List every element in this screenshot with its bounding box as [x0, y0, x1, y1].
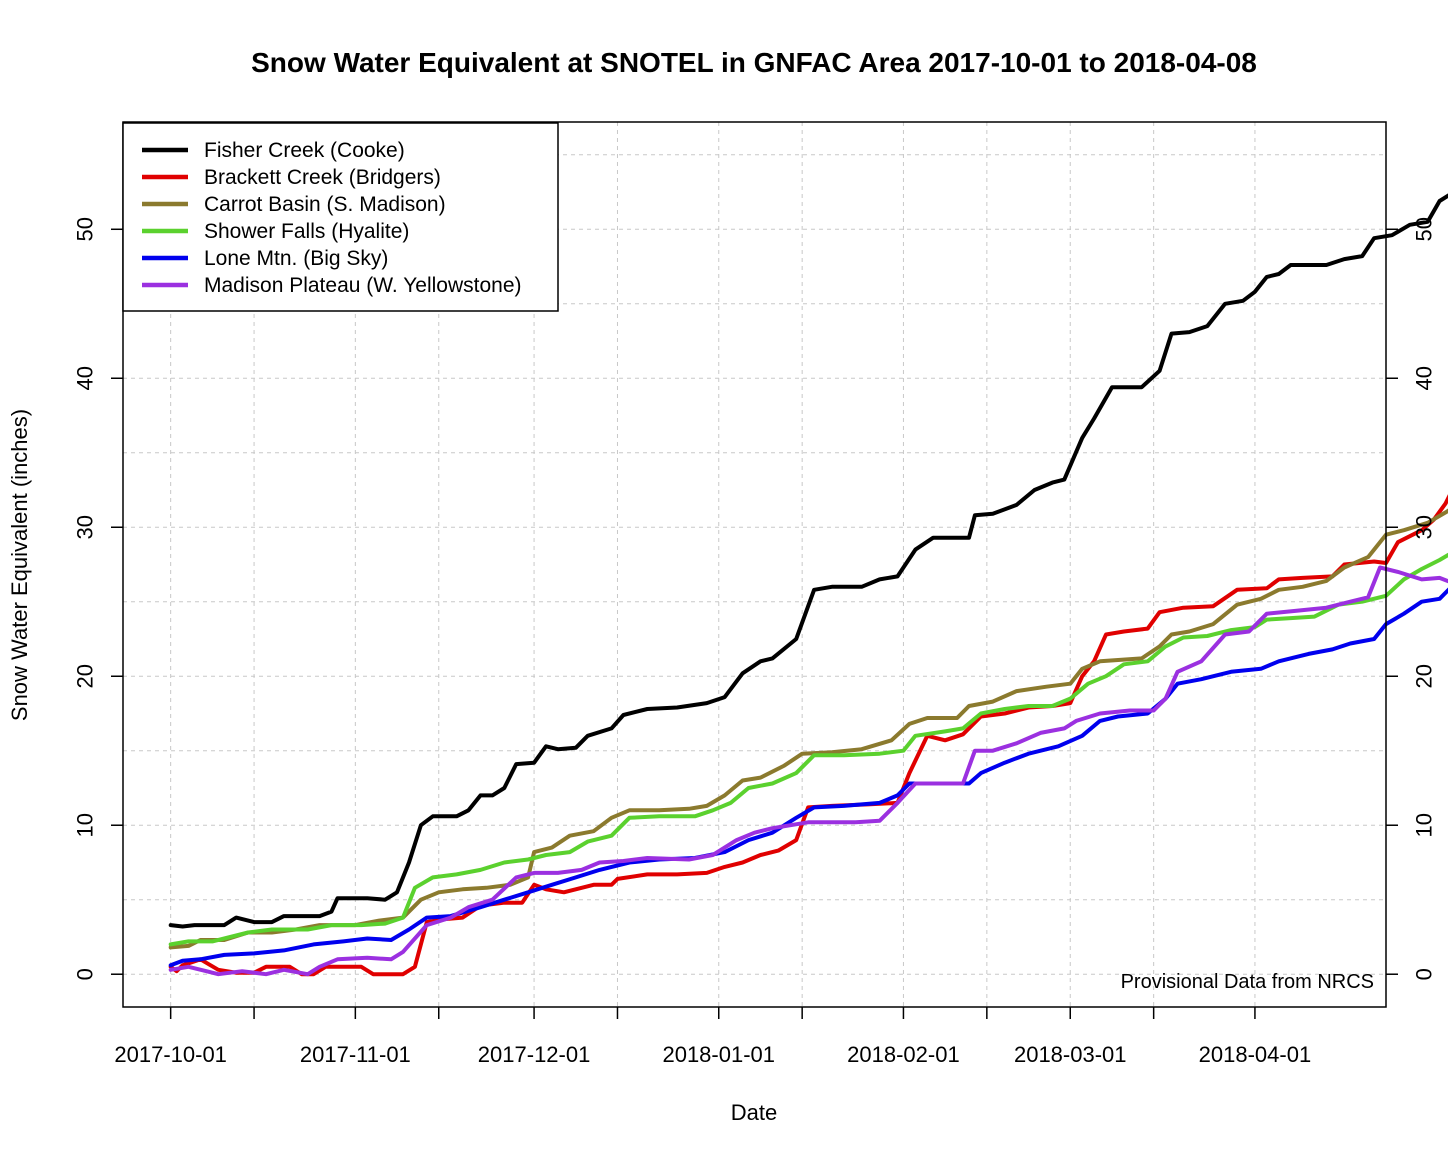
series-line-3	[168, 508, 1448, 950]
y-tick-label: 20	[73, 664, 98, 688]
legend-label: Fisher Creek (Cooke)	[204, 139, 405, 162]
y-tick-label: 40	[73, 366, 98, 390]
legend: Fisher Creek (Cooke) Brackett Creek (Brid…	[122, 122, 559, 312]
y-tick-label: 0	[73, 968, 98, 980]
series-line-4	[168, 552, 1448, 947]
x-tick-label: 2018-02-01	[847, 1042, 960, 1067]
y-tick-label-right: 10	[1412, 813, 1437, 837]
y-axis-right: 0 10 20 30 40 50	[1386, 217, 1437, 980]
series-line-6	[168, 565, 1448, 977]
legend-box	[122, 122, 559, 312]
x-tick-label: 2018-01-01	[662, 1042, 775, 1067]
provisional-data-note: Provisional Data from NRCS	[1121, 971, 1374, 993]
plot-frame	[122, 121, 1387, 1008]
y-tick-label-right: 0	[1412, 968, 1437, 980]
y-tick-label-right: 50	[1412, 217, 1437, 241]
legend-label: Lone Mtn. (Big Sky)	[204, 247, 388, 270]
legend-label: Shower Falls (Hyalite)	[204, 220, 409, 243]
y-axis-label: Snow Water Equivalent (inches)	[7, 409, 32, 721]
y-tick-label-right: 20	[1412, 664, 1437, 688]
x-tick-label: 2018-04-01	[1199, 1042, 1312, 1067]
x-tick-label: 2017-11-01	[300, 1042, 411, 1067]
x-tick-label: 2017-12-01	[478, 1042, 591, 1067]
chart-title: Snow Water Equivalent at SNOTEL in GNFAC…	[251, 47, 1257, 78]
y-tick-label: 30	[73, 515, 98, 539]
y-axis-left: 0 10 20 30 40 50	[73, 217, 123, 980]
x-axis: 2017-10-01 2017-11-01 2017-12-01 2018-01-01…	[114, 1007, 1311, 1067]
x-tick-label: 2017-10-01	[114, 1042, 227, 1067]
legend-label: Carrot Basin (S. Madison)	[204, 193, 446, 216]
series-line-1	[168, 193, 1448, 929]
x-tick-label: 2018-03-01	[1014, 1042, 1127, 1067]
series-line-5	[168, 587, 1448, 968]
y-tick-label-right: 40	[1412, 366, 1437, 390]
legend-label: Brackett Creek (Bridgers)	[204, 166, 441, 189]
y-tick-label-right: 30	[1412, 515, 1437, 539]
x-axis-label: Date	[731, 1100, 777, 1125]
series-line-2	[168, 494, 1448, 977]
legend-label: Madison Plateau (W. Yellowstone)	[204, 274, 522, 297]
y-tick-label: 10	[73, 813, 98, 837]
y-tick-label: 50	[73, 217, 98, 241]
series-lines	[168, 193, 1448, 977]
